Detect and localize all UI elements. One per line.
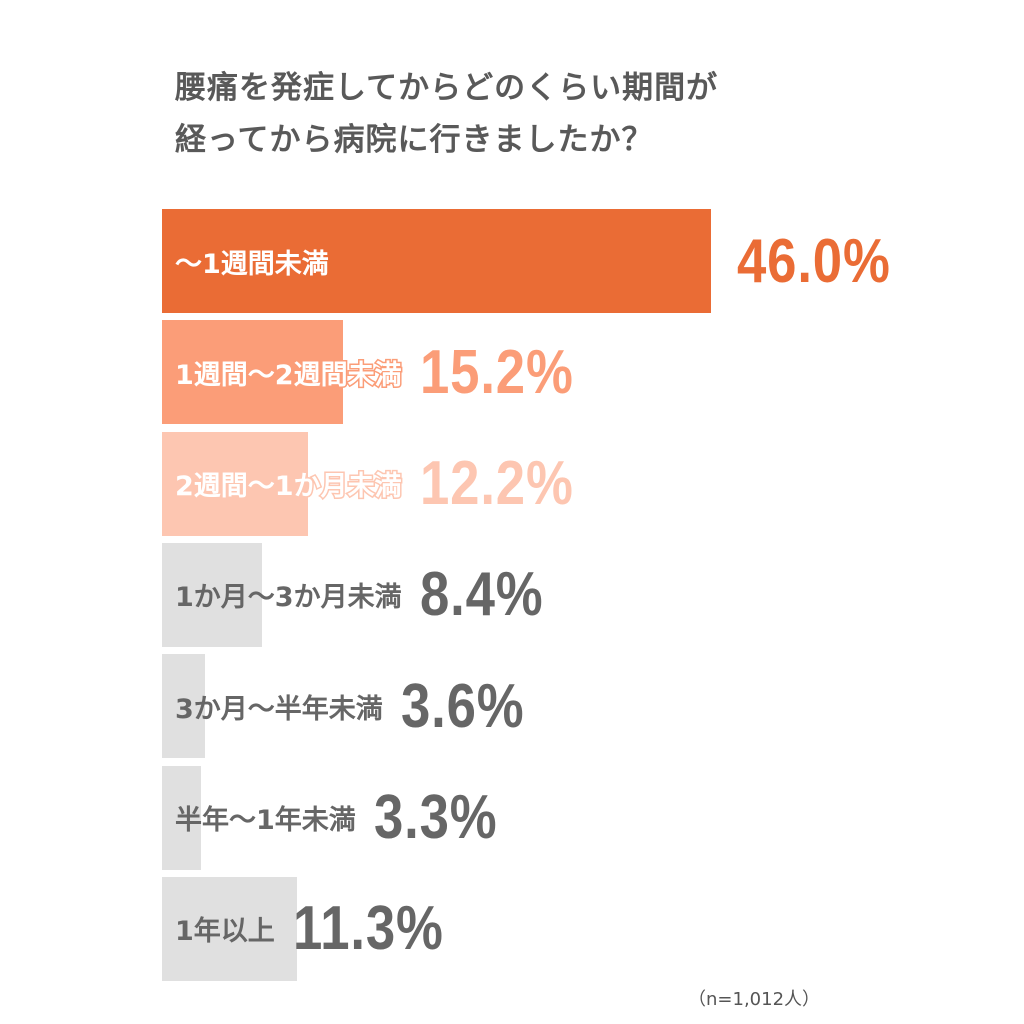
value-label: 11.3% xyxy=(292,894,444,964)
value-label: 3.3% xyxy=(373,783,498,852)
category-label: 1年以上 xyxy=(175,916,275,948)
bar-2 xyxy=(162,431,308,536)
title-line-1: 腰痛を発症してからどのくらい期間が xyxy=(175,70,719,106)
category-label: 2週間〜1か月未満 xyxy=(174,470,404,504)
sample-size-note: （n=1,012人） xyxy=(688,989,821,1010)
value-label: 8.4% xyxy=(419,560,544,630)
value-label: 3.6% xyxy=(400,671,525,741)
bar-1 xyxy=(162,320,344,425)
category-label: 半年〜1年未満 xyxy=(175,805,356,836)
bar-6 xyxy=(162,876,297,981)
value-label: 46.0% xyxy=(737,226,891,296)
bar-4 xyxy=(162,654,205,759)
bar-label-row: 半年〜1年未満 3.3% xyxy=(175,766,519,870)
bar-label-row: 1年以上 11.3% xyxy=(175,877,470,981)
bar-label-row: 2週間〜1か月未満 12.2% xyxy=(174,432,600,536)
category-label: 〜1週間未満 xyxy=(174,247,331,281)
bar-label-row: 3か月〜半年未満 3.6% xyxy=(175,654,546,758)
title-line-2: 経ってから病院に行きましたか？ xyxy=(175,122,654,158)
category-label: 3か月〜半年未満 xyxy=(175,693,383,725)
value-label: 12.2% xyxy=(419,449,574,519)
bar-0 xyxy=(162,209,711,313)
chart-title: 腰痛を発症してからどのくらい期間が 経ってから病院に行きましたか？ xyxy=(175,62,718,166)
bar-5 xyxy=(162,765,202,870)
bar-label-row: 1か月〜3か月未満 8.4% xyxy=(175,543,565,647)
bar-label-row: 〜1週間未満 46.0% xyxy=(174,209,890,313)
value-label: 15.2% xyxy=(419,337,574,407)
bar-label-row: 1週間〜2週間未満 15.2% xyxy=(174,320,600,424)
bar-3 xyxy=(162,542,263,647)
category-label: 1週間〜2週間未満 xyxy=(174,358,404,392)
category-label: 1か月〜3か月未満 xyxy=(175,582,402,614)
